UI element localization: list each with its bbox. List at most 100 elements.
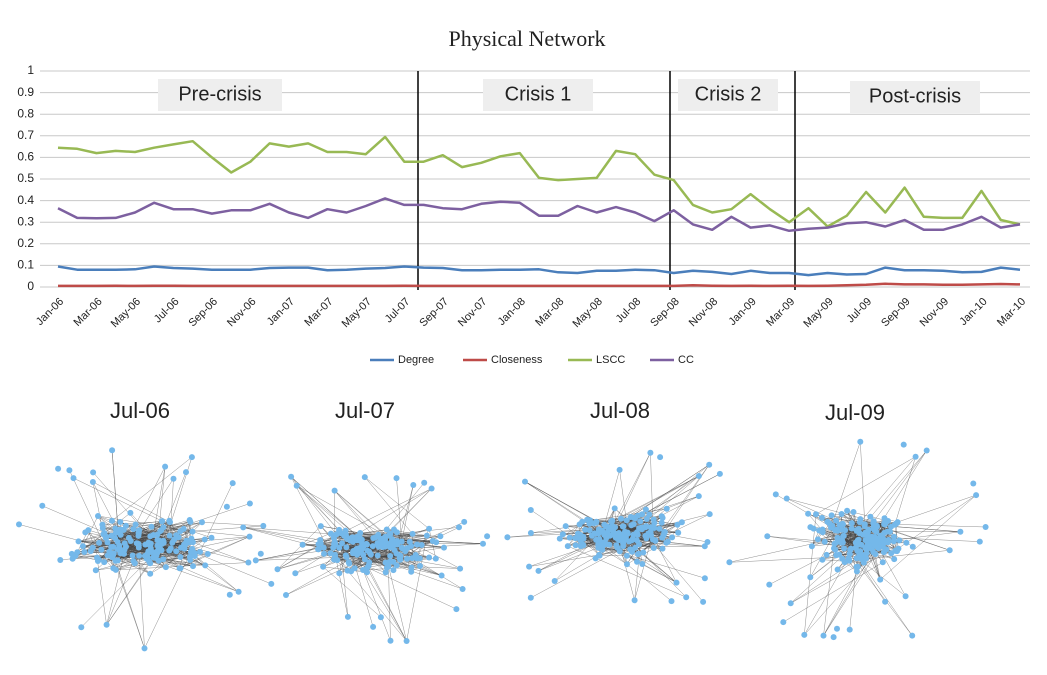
network-node	[130, 558, 137, 564]
network-node	[361, 542, 367, 549]
network-node	[293, 482, 300, 489]
network-node	[635, 551, 641, 558]
network-node	[387, 553, 394, 559]
network-node	[659, 534, 666, 541]
network-edge	[841, 542, 913, 636]
network-node	[246, 500, 253, 507]
network-node	[636, 541, 643, 548]
network-edge	[364, 476, 430, 529]
network-edge	[296, 485, 393, 540]
network-node	[376, 543, 383, 550]
network-node	[331, 487, 338, 494]
network-node	[90, 469, 97, 476]
network-node	[668, 598, 675, 605]
network-node	[661, 529, 668, 535]
network-node	[457, 565, 464, 572]
network-edge	[863, 562, 906, 597]
network-node	[235, 588, 242, 595]
network-node	[562, 523, 569, 530]
network-node	[125, 534, 132, 541]
network-node	[850, 509, 857, 515]
network-node	[116, 546, 123, 553]
network-node	[393, 529, 400, 536]
network-node	[355, 537, 362, 544]
network-node	[853, 568, 860, 575]
network-node	[75, 538, 82, 545]
network-node	[603, 533, 610, 540]
network-node	[170, 475, 177, 482]
network-node	[343, 544, 350, 551]
network-node	[877, 576, 884, 583]
network-node	[632, 544, 639, 551]
network-node	[601, 521, 608, 528]
network-node	[867, 513, 874, 520]
network-node	[410, 482, 417, 488]
network-node	[805, 510, 812, 517]
network-node	[327, 530, 334, 537]
network-node	[630, 531, 637, 538]
network-node	[480, 540, 486, 547]
network-node	[129, 552, 136, 559]
network-node	[104, 539, 111, 546]
network-node	[345, 559, 352, 566]
network-node	[860, 559, 867, 566]
network-node	[141, 645, 148, 652]
network-node	[343, 535, 350, 542]
network-node	[201, 536, 208, 543]
network-node	[839, 526, 845, 533]
network-node	[894, 519, 901, 526]
network-edge	[352, 488, 432, 538]
network-edge	[567, 545, 687, 598]
network-node	[121, 540, 128, 547]
network-node	[579, 518, 586, 525]
network-edge	[138, 543, 145, 649]
y-tick-label: 0.1	[17, 258, 34, 272]
phase-label: Pre-crisis	[178, 83, 261, 105]
network-edge	[96, 557, 107, 625]
network-node	[418, 542, 425, 548]
network-node	[830, 634, 837, 641]
network-node	[704, 539, 711, 545]
network-node	[108, 544, 115, 550]
network-node	[95, 513, 101, 519]
network-node	[658, 519, 665, 526]
phase-label: Crisis 2	[695, 83, 762, 105]
phase-box	[850, 81, 980, 113]
network-edge	[626, 564, 672, 602]
network-edge	[123, 520, 163, 555]
network-node	[833, 517, 840, 524]
network-node	[866, 544, 873, 551]
network-node	[403, 638, 410, 644]
network-node	[970, 480, 977, 487]
network-node	[840, 533, 847, 540]
network-edge	[296, 485, 340, 531]
network-node	[377, 614, 384, 621]
network-node	[611, 505, 618, 512]
network-node	[831, 545, 837, 552]
snapshot-label: Jul-08	[590, 398, 650, 423]
network-node	[186, 553, 193, 560]
network-node	[57, 557, 64, 563]
network-node	[288, 473, 295, 480]
network-node	[16, 521, 22, 528]
network-node	[874, 538, 881, 545]
network-node	[647, 528, 654, 535]
network-node	[582, 526, 589, 533]
network-node	[580, 541, 586, 548]
network-node	[877, 532, 884, 539]
network-node	[299, 541, 306, 548]
network-node	[336, 526, 343, 533]
network-node	[900, 441, 907, 448]
network-edge	[347, 567, 412, 571]
network-node	[642, 532, 649, 539]
network-node	[873, 528, 880, 535]
network-node	[872, 543, 879, 550]
network-node	[374, 552, 381, 559]
network-node	[787, 600, 794, 607]
network-node	[315, 541, 322, 548]
network-node	[608, 525, 614, 531]
network-node	[70, 554, 77, 561]
network-node	[426, 554, 433, 561]
network-node	[406, 538, 413, 545]
network-node	[882, 598, 889, 605]
